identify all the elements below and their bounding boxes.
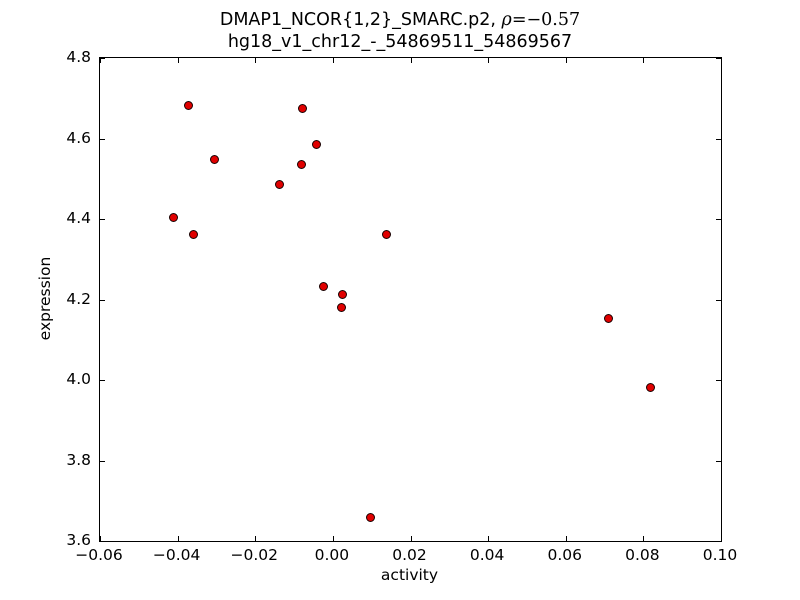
x-axis-tick [100, 536, 101, 541]
x-tick-label: −0.04 [152, 546, 201, 564]
y-axis-tick [100, 58, 105, 59]
scatter-point [338, 289, 348, 299]
x-axis-tick [410, 536, 412, 541]
x-axis-tick [332, 536, 334, 541]
y-axis-tick-right [716, 460, 721, 462]
x-axis-tick-top [100, 58, 101, 63]
x-axis-tick [643, 536, 645, 541]
x-tick-label: 0.02 [392, 546, 427, 564]
y-axis-tick-right [716, 138, 721, 140]
scatter-point [646, 382, 656, 392]
x-axis-tick [255, 536, 257, 541]
plot-area [100, 58, 721, 541]
y-axis-tick [100, 299, 105, 301]
scatter-point [209, 155, 219, 165]
scatter-point [336, 303, 346, 313]
x-axis-tick-top [177, 58, 179, 63]
chart-title: DMAP1_NCOR{1,2}_SMARC.p2, ρ=−0.57 hg18_v… [0, 9, 800, 53]
rho-value: =−0.57 [511, 10, 581, 30]
chart-title-line2: hg18_v1_chr12_-_54869511_54869567 [227, 32, 573, 52]
y-axis-tick-right [716, 541, 721, 542]
x-axis-tick-top [255, 58, 257, 63]
chart-title-line1-prefix: DMAP1_NCOR{1,2}_SMARC.p2, [219, 10, 502, 30]
x-tick-label: 0.04 [469, 546, 505, 564]
x-tick-label: 0.10 [702, 546, 738, 564]
scatter-point [298, 104, 308, 114]
plot-axes-frame [99, 57, 722, 542]
scatter-point [366, 513, 376, 523]
scatter-point [297, 160, 307, 170]
x-axis-tick-top [721, 58, 722, 63]
scatter-point [169, 213, 179, 223]
y-axis-tick [100, 541, 105, 542]
y-axis-tick-right [716, 219, 721, 220]
y-axis-tick [100, 460, 105, 462]
scatter-point [275, 180, 285, 190]
y-axis-tick [100, 219, 105, 220]
x-axis-tick-top [643, 58, 645, 63]
x-axis-tick [177, 536, 179, 541]
x-axis-label: activity [380, 566, 439, 584]
y-axis-tick [100, 380, 105, 381]
scatter-point [188, 229, 198, 239]
rho-symbol: ρ [501, 10, 512, 30]
x-tick-label: 0.00 [314, 546, 350, 564]
x-axis-tick [565, 536, 567, 541]
y-axis-tick-right [716, 380, 721, 381]
y-axis-label: expression [36, 256, 54, 341]
scatter-point [311, 139, 321, 149]
x-tick-label: 0.06 [547, 546, 583, 564]
scatter-point [604, 313, 614, 323]
x-axis-tick-top [410, 58, 412, 63]
y-axis-tick-right [716, 58, 721, 59]
x-axis-tick [488, 536, 490, 541]
x-axis-tick [721, 536, 722, 541]
x-axis-tick-top [565, 58, 567, 63]
x-axis-tick-top [332, 58, 334, 63]
x-tick-label: −0.06 [75, 546, 123, 564]
y-axis-tick-right [716, 299, 721, 301]
scatter-point [318, 281, 328, 291]
scatter-point [184, 100, 194, 110]
scatter-point [381, 229, 391, 239]
x-tick-label: −0.02 [230, 546, 279, 564]
x-tick-label: 0.08 [625, 546, 660, 564]
x-axis-tick-top [488, 58, 490, 63]
y-axis-tick [100, 138, 105, 140]
